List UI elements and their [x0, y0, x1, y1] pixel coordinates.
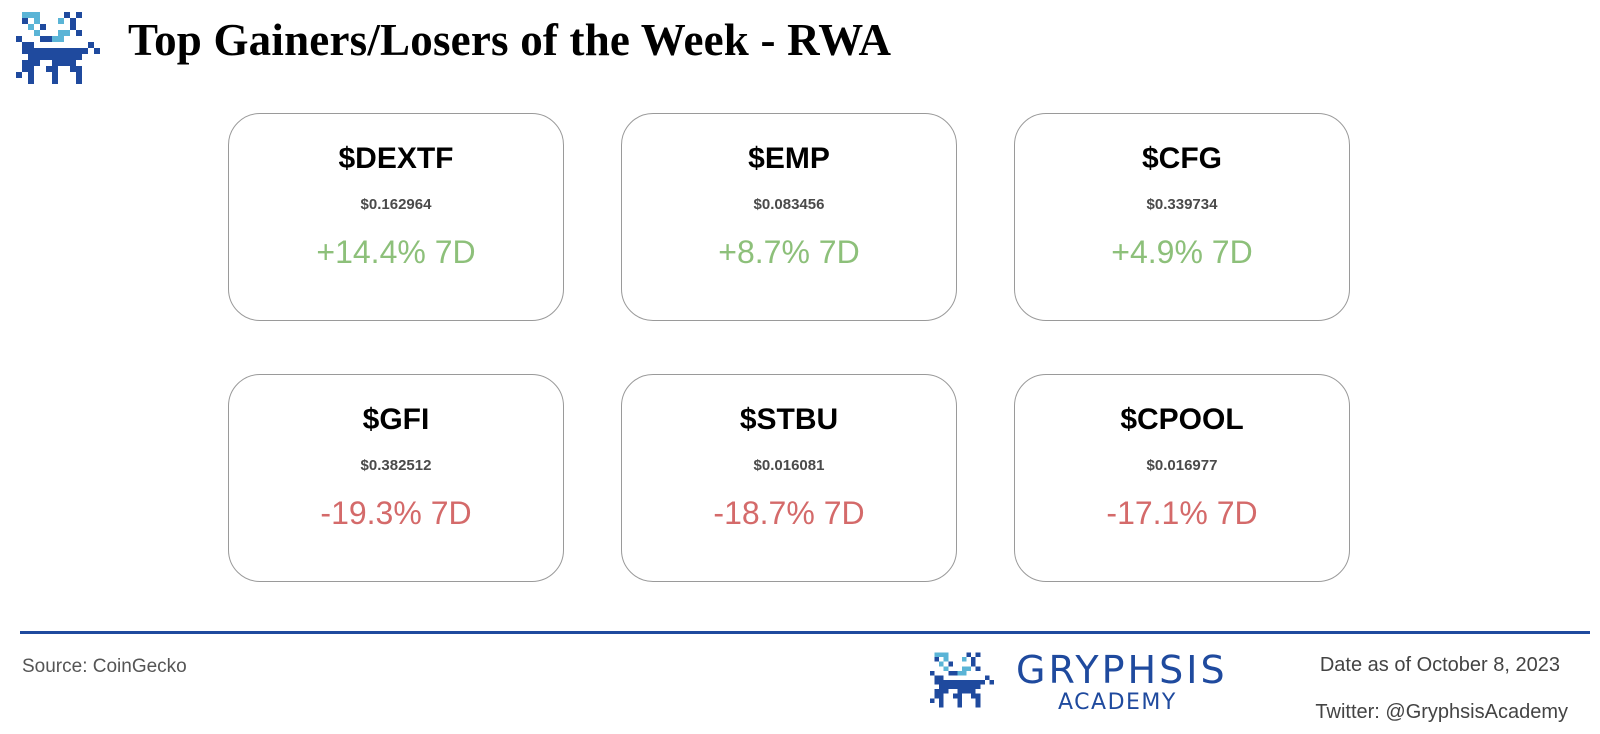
page-title: Top Gainers/Losers of the Week - RWA — [128, 15, 892, 65]
token-price: $0.016081 — [753, 457, 825, 474]
token-price: $0.083456 — [753, 196, 825, 213]
source-note: Source: CoinGecko — [22, 656, 187, 677]
twitter-handle: Twitter: @GryphsisAcademy — [1315, 701, 1568, 723]
token-symbol: $DEXTF — [338, 142, 454, 175]
gryphsis-logo-icon — [930, 652, 994, 708]
token-card: $DEXTF $0.162964 +14.4% 7D — [228, 113, 564, 321]
token-change: +4.9% 7D — [1111, 234, 1253, 270]
token-card: $CPOOL $0.016977 -17.1% 7D — [1014, 374, 1350, 582]
token-card: $GFI $0.382512 -19.3% 7D — [228, 374, 564, 582]
token-symbol: $STBU — [739, 403, 839, 436]
token-change: +8.7% 7D — [718, 234, 860, 270]
token-card: $EMP $0.083456 +8.7% 7D — [621, 113, 957, 321]
brand-subtitle: ACADEMY — [1058, 690, 1177, 715]
token-card: $CFG $0.339734 +4.9% 7D — [1014, 113, 1350, 321]
date-note: Date as of October 8, 2023 — [1319, 654, 1560, 676]
token-symbol: $CPOOL — [1120, 403, 1244, 436]
brand-name: GRYPHSIS — [1016, 648, 1228, 692]
token-symbol: $GFI — [362, 403, 430, 436]
token-card: $STBU $0.016081 -18.7% 7D — [621, 374, 957, 582]
token-change: -17.1% 7D — [1106, 495, 1258, 531]
footer-divider — [20, 631, 1590, 634]
token-price: $0.016977 — [1146, 457, 1218, 474]
gryphsis-logo-icon — [16, 12, 100, 84]
token-change: +14.4% 7D — [316, 234, 476, 270]
token-symbol: $EMP — [748, 142, 830, 175]
token-symbol: $CFG — [1141, 142, 1222, 175]
token-change: -19.3% 7D — [320, 495, 472, 531]
token-price: $0.339734 — [1146, 196, 1218, 213]
token-change: -18.7% 7D — [713, 495, 865, 531]
token-price: $0.162964 — [360, 196, 432, 213]
token-price: $0.382512 — [360, 457, 432, 474]
